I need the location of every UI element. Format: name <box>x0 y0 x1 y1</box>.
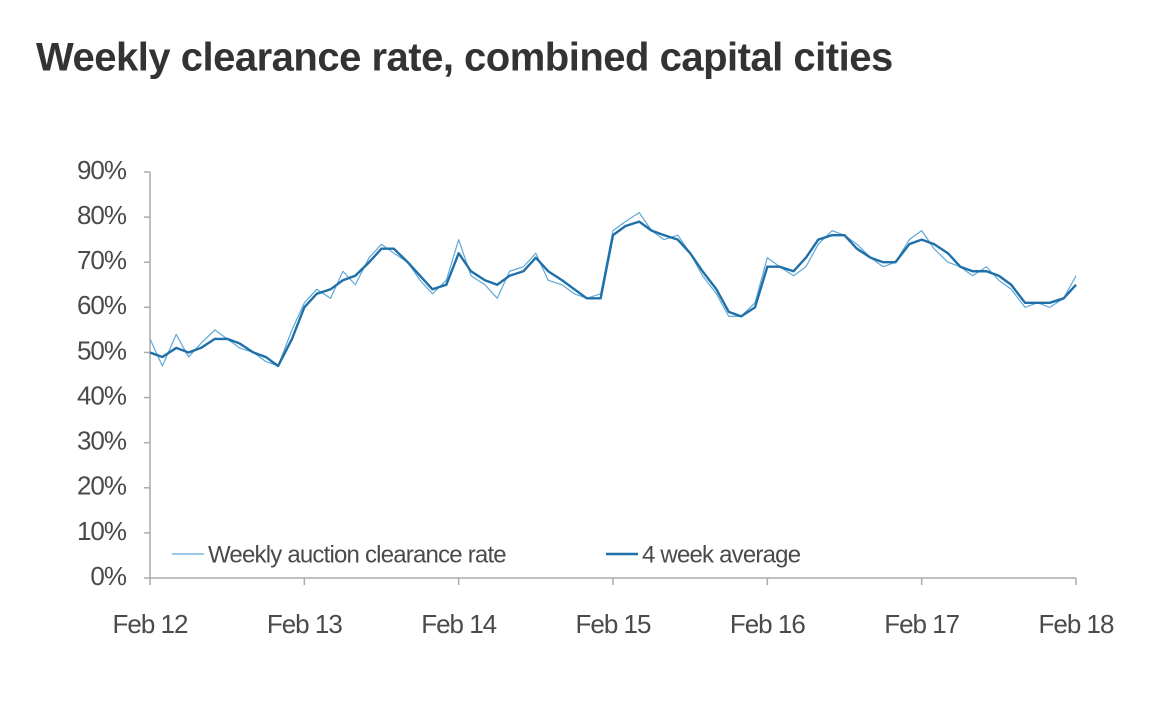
x-tick-label: Feb 13 <box>267 609 342 639</box>
x-tick-label: Feb 15 <box>576 609 651 639</box>
series-line <box>149 220 1077 368</box>
y-tick-label: 20% <box>77 471 127 501</box>
y-tick-label: 30% <box>77 426 127 456</box>
y-tick-label: 50% <box>77 335 127 365</box>
y-tick-label: 40% <box>77 380 127 410</box>
y-tick-label: 80% <box>77 200 127 230</box>
chart-title: Weekly clearance rate, combined capital … <box>36 36 893 80</box>
legend-label: 4 week average <box>642 541 801 568</box>
x-tick-label: Feb 18 <box>1039 609 1114 639</box>
x-tick-label: Feb 16 <box>730 609 805 639</box>
y-tick-label: 70% <box>77 245 127 275</box>
y-tick-label: 10% <box>77 516 127 546</box>
series-line <box>149 212 1077 367</box>
legend-label: Weekly auction clearance rate <box>208 541 506 568</box>
y-tick-label: 90% <box>77 155 127 185</box>
y-tick-label: 60% <box>77 290 127 320</box>
x-tick-label: Feb 12 <box>113 609 188 639</box>
x-tick-label: Feb 17 <box>884 609 959 639</box>
y-tick-label: 0% <box>90 561 126 591</box>
x-tick-label: Feb 14 <box>421 609 496 639</box>
